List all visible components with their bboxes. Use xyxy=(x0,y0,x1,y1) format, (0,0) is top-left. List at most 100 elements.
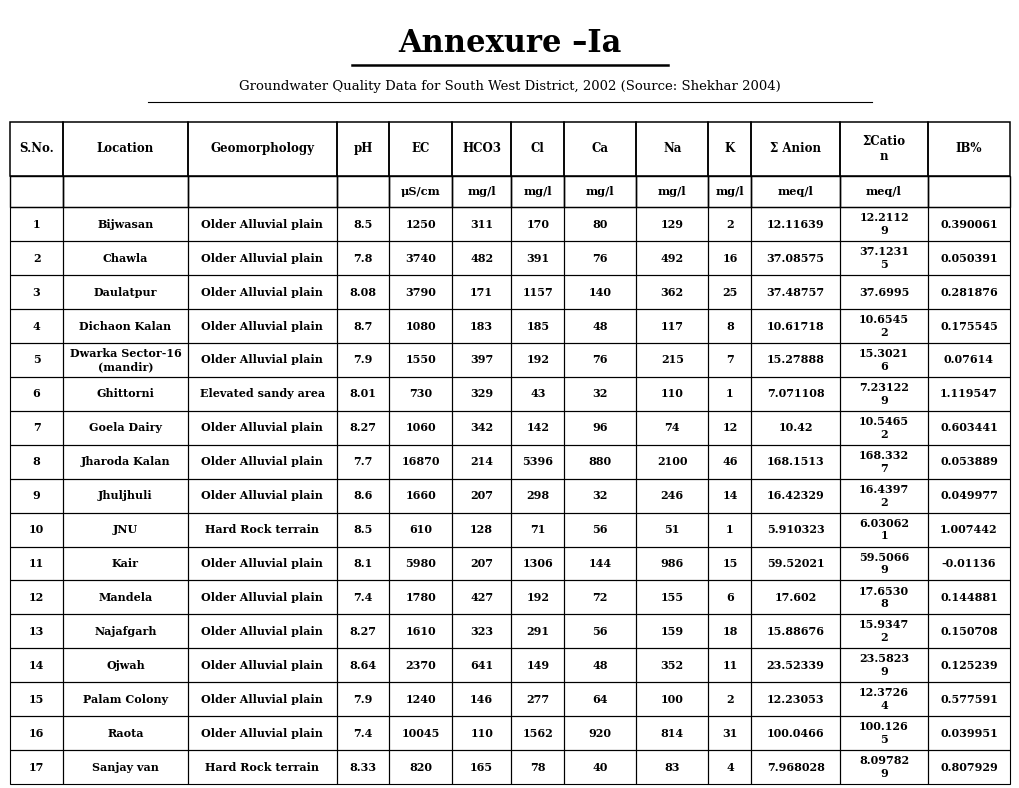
Bar xyxy=(451,615,511,649)
Bar xyxy=(336,241,389,275)
Text: 128: 128 xyxy=(470,524,493,535)
Text: Geomorphology: Geomorphology xyxy=(210,143,314,155)
Text: 329: 329 xyxy=(470,388,493,400)
Text: Dichaon Kalan: Dichaon Kalan xyxy=(79,321,171,332)
Text: 71: 71 xyxy=(530,524,545,535)
Bar xyxy=(839,478,927,513)
Text: 482: 482 xyxy=(470,253,493,264)
Bar xyxy=(63,750,187,784)
Bar xyxy=(187,649,336,682)
Bar xyxy=(10,122,63,176)
Bar xyxy=(636,478,707,513)
Bar xyxy=(10,309,63,343)
Bar xyxy=(389,716,451,750)
Text: Annexure –Ia: Annexure –Ia xyxy=(398,28,621,58)
Bar xyxy=(10,615,63,649)
Text: 171: 171 xyxy=(470,287,493,298)
Text: Jharoda Kalan: Jharoda Kalan xyxy=(81,456,170,467)
Text: 12.23053: 12.23053 xyxy=(766,693,823,704)
Bar xyxy=(839,682,927,716)
Bar xyxy=(927,547,1009,581)
Text: Hard Rock terrain: Hard Rock terrain xyxy=(205,761,319,772)
Text: 8: 8 xyxy=(33,456,41,467)
Text: 12: 12 xyxy=(29,592,44,603)
Text: 183: 183 xyxy=(470,321,493,332)
Bar xyxy=(336,275,389,309)
Bar xyxy=(751,750,839,784)
Text: 18: 18 xyxy=(721,626,737,637)
Text: 15: 15 xyxy=(721,558,737,569)
Bar xyxy=(336,343,389,377)
Bar xyxy=(63,682,187,716)
Bar xyxy=(187,581,336,615)
Text: Older Alluvial plain: Older Alluvial plain xyxy=(201,626,323,637)
Bar xyxy=(63,547,187,581)
Bar xyxy=(751,176,839,207)
Text: 11: 11 xyxy=(29,558,44,569)
Text: 1.119547: 1.119547 xyxy=(940,388,997,400)
Bar xyxy=(389,176,451,207)
Bar xyxy=(511,207,564,241)
Bar xyxy=(187,343,336,377)
Bar xyxy=(10,377,63,411)
Bar xyxy=(707,750,751,784)
Bar xyxy=(389,122,451,176)
Text: Na: Na xyxy=(662,143,681,155)
Bar xyxy=(451,122,511,176)
Bar xyxy=(187,275,336,309)
Bar xyxy=(187,207,336,241)
Bar xyxy=(636,513,707,547)
Text: Mandela: Mandela xyxy=(98,592,153,603)
Bar xyxy=(389,682,451,716)
Bar xyxy=(451,444,511,478)
Bar xyxy=(451,682,511,716)
Text: 880: 880 xyxy=(588,456,611,467)
Text: 76: 76 xyxy=(592,253,607,264)
Text: 10045: 10045 xyxy=(401,727,439,738)
Text: 56: 56 xyxy=(592,626,607,637)
Text: 986: 986 xyxy=(660,558,683,569)
Bar xyxy=(10,444,63,478)
Bar xyxy=(63,581,187,615)
Bar xyxy=(927,411,1009,444)
Bar xyxy=(336,478,389,513)
Text: 7.4: 7.4 xyxy=(353,727,372,738)
Bar xyxy=(927,615,1009,649)
Text: 0.175545: 0.175545 xyxy=(940,321,997,332)
Bar xyxy=(839,649,927,682)
Bar xyxy=(636,750,707,784)
Bar xyxy=(927,207,1009,241)
Bar xyxy=(389,309,451,343)
Bar xyxy=(636,275,707,309)
Text: 100.0466: 100.0466 xyxy=(766,727,823,738)
Bar xyxy=(10,649,63,682)
Text: 207: 207 xyxy=(470,558,493,569)
Text: Older Alluvial plain: Older Alluvial plain xyxy=(201,321,323,332)
Text: K: K xyxy=(725,143,735,155)
Bar xyxy=(336,122,389,176)
Text: 0.07614: 0.07614 xyxy=(943,355,994,366)
Bar xyxy=(187,615,336,649)
Text: 0.049977: 0.049977 xyxy=(940,490,997,501)
Bar xyxy=(636,176,707,207)
Text: 3790: 3790 xyxy=(405,287,436,298)
Bar xyxy=(187,750,336,784)
Bar xyxy=(336,309,389,343)
Text: 64: 64 xyxy=(592,693,607,704)
Text: Ghittorni: Ghittorni xyxy=(97,388,154,400)
Bar xyxy=(927,122,1009,176)
Bar xyxy=(751,309,839,343)
Bar xyxy=(451,478,511,513)
Bar xyxy=(564,649,636,682)
Text: 1157: 1157 xyxy=(522,287,552,298)
Bar xyxy=(389,377,451,411)
Bar xyxy=(564,581,636,615)
Bar xyxy=(751,241,839,275)
Text: pH: pH xyxy=(353,143,372,155)
Bar xyxy=(63,122,187,176)
Text: 12.2112
9: 12.2112 9 xyxy=(858,212,908,236)
Text: 146: 146 xyxy=(470,693,493,704)
Text: 15.88676: 15.88676 xyxy=(766,626,823,637)
Bar xyxy=(707,513,751,547)
Bar xyxy=(839,716,927,750)
